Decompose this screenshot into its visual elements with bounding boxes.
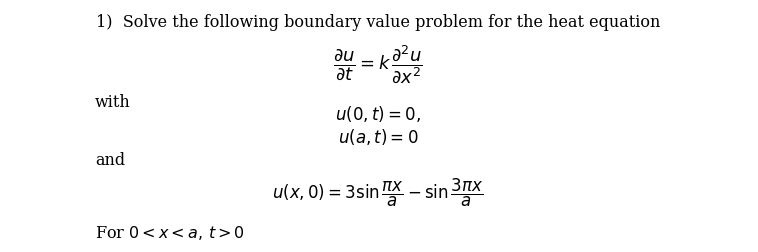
Text: $u(0, t) = 0,$: $u(0, t) = 0,$ — [335, 104, 421, 124]
Text: with: with — [95, 94, 130, 111]
Text: 1)  Solve the following boundary value problem for the heat equation: 1) Solve the following boundary value pr… — [96, 14, 660, 31]
Text: $\dfrac{\partial u}{\partial t} = k\,\dfrac{\partial^2 u}{\partial x^2}$: $\dfrac{\partial u}{\partial t} = k\,\df… — [333, 44, 423, 86]
Text: $u(x, 0) = 3\sin\dfrac{\pi x}{a} - \sin\dfrac{3\pi x}{a}$: $u(x, 0) = 3\sin\dfrac{\pi x}{a} - \sin\… — [272, 177, 484, 209]
Text: For $0 < x < a,\, t > 0$: For $0 < x < a,\, t > 0$ — [95, 224, 245, 242]
Text: $u(a, t) = 0$: $u(a, t) = 0$ — [338, 127, 418, 147]
Text: and: and — [95, 152, 125, 169]
